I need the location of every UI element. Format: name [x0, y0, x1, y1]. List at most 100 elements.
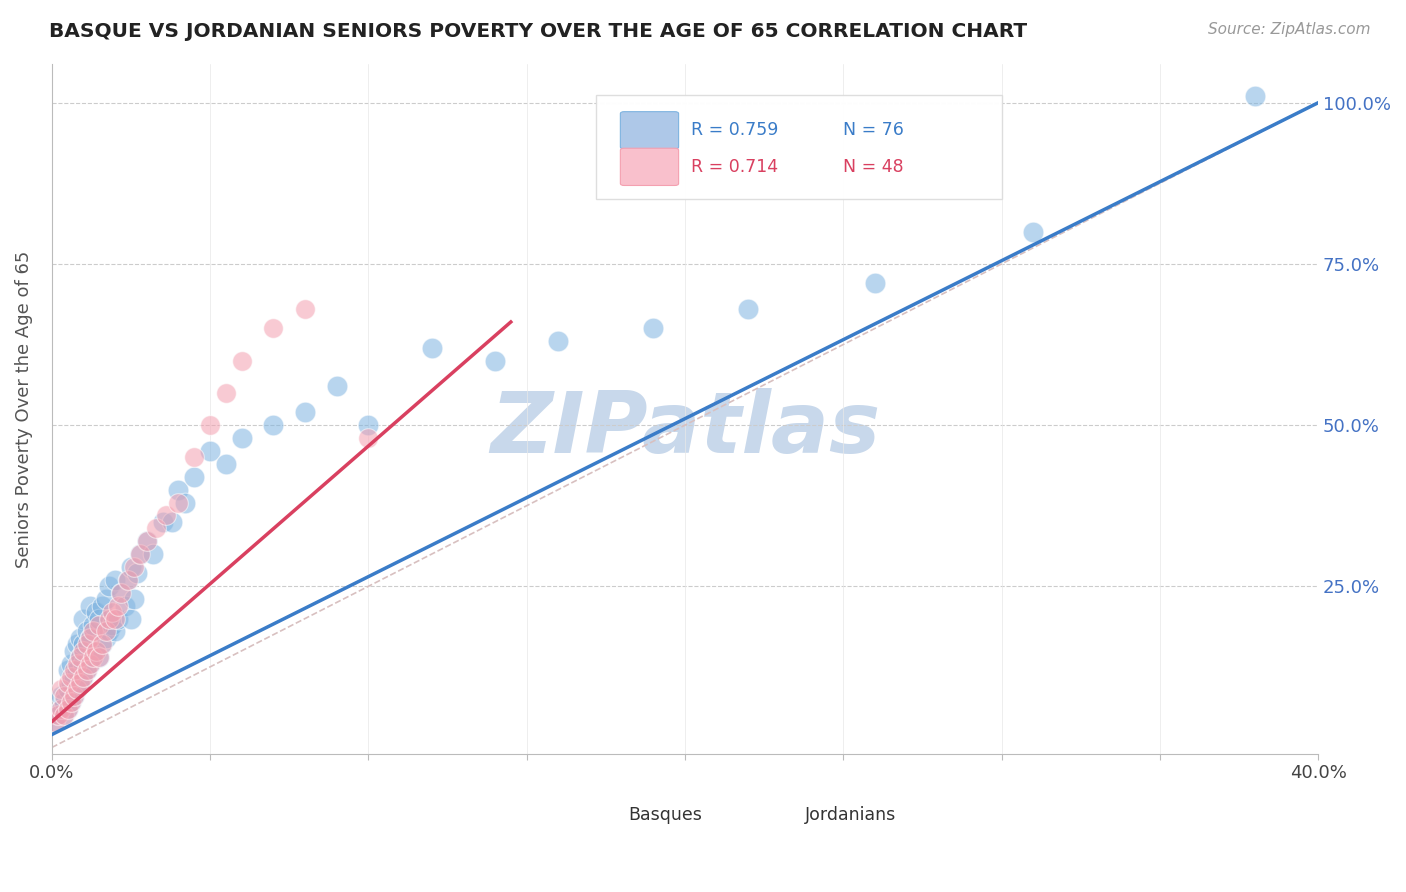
Point: [114, 599, 136, 613]
Point: [51, 689, 73, 703]
Point: [59, 676, 82, 690]
Point: [101, 618, 124, 632]
Point: [198, 444, 221, 458]
Point: [145, 521, 167, 535]
Point: [122, 560, 145, 574]
Point: [94, 592, 117, 607]
Point: [420, 341, 443, 355]
Point: [120, 560, 142, 574]
Point: [89, 618, 111, 632]
Point: [547, 334, 569, 349]
Point: [76, 637, 98, 651]
Point: [97, 611, 120, 625]
Point: [46, 708, 69, 723]
Point: [167, 483, 190, 497]
Point: [97, 624, 120, 639]
Point: [142, 547, 165, 561]
Point: [84, 644, 107, 658]
Point: [152, 515, 174, 529]
Point: [643, 321, 665, 335]
Point: [56, 676, 79, 690]
Point: [72, 644, 94, 658]
Point: [69, 650, 91, 665]
Point: [107, 611, 129, 625]
Text: Source: ZipAtlas.com: Source: ZipAtlas.com: [1208, 22, 1371, 37]
Point: [94, 624, 117, 639]
Point: [357, 431, 380, 445]
Point: [51, 682, 73, 697]
Point: [89, 650, 111, 665]
Point: [76, 663, 98, 677]
Point: [66, 682, 89, 697]
Point: [69, 631, 91, 645]
Point: [63, 663, 86, 677]
Point: [56, 702, 79, 716]
FancyBboxPatch shape: [620, 112, 679, 149]
Point: [53, 708, 76, 723]
Point: [82, 650, 104, 665]
Point: [110, 586, 132, 600]
Point: [1022, 225, 1045, 239]
Point: [56, 702, 79, 716]
Point: [79, 631, 101, 645]
Text: N = 48: N = 48: [844, 158, 904, 176]
Point: [69, 650, 91, 665]
Point: [46, 708, 69, 723]
Point: [127, 566, 149, 581]
Point: [135, 534, 157, 549]
Point: [91, 637, 114, 651]
Point: [325, 379, 347, 393]
Point: [56, 682, 79, 697]
Point: [107, 599, 129, 613]
Point: [231, 431, 253, 445]
Point: [59, 695, 82, 709]
Point: [294, 301, 316, 316]
Point: [59, 695, 82, 709]
Point: [262, 418, 284, 433]
Point: [76, 624, 98, 639]
Point: [155, 508, 177, 523]
Point: [82, 624, 104, 639]
Point: [76, 663, 98, 677]
Point: [183, 469, 205, 483]
Point: [69, 676, 91, 690]
Point: [63, 689, 86, 703]
Point: [63, 670, 86, 684]
Point: [53, 689, 76, 703]
Point: [59, 657, 82, 671]
Point: [79, 631, 101, 645]
Point: [63, 689, 86, 703]
Point: [357, 418, 380, 433]
Point: [72, 670, 94, 684]
Point: [215, 385, 238, 400]
Point: [51, 702, 73, 716]
Point: [104, 611, 127, 625]
Point: [91, 599, 114, 613]
Point: [135, 534, 157, 549]
Point: [104, 573, 127, 587]
Point: [53, 708, 76, 723]
Point: [79, 657, 101, 671]
Point: [79, 657, 101, 671]
Text: Basques: Basques: [628, 805, 702, 823]
Point: [117, 573, 139, 587]
Text: ZIPatlas: ZIPatlas: [489, 388, 880, 471]
Point: [51, 702, 73, 716]
Point: [82, 650, 104, 665]
Point: [66, 663, 89, 677]
Point: [72, 670, 94, 684]
FancyBboxPatch shape: [579, 790, 626, 817]
Point: [198, 418, 221, 433]
Point: [160, 515, 183, 529]
Point: [294, 405, 316, 419]
Text: N = 76: N = 76: [844, 121, 904, 139]
Point: [120, 611, 142, 625]
Point: [167, 495, 190, 509]
Point: [231, 353, 253, 368]
Point: [63, 644, 86, 658]
Point: [117, 573, 139, 587]
Point: [82, 618, 104, 632]
Y-axis label: Seniors Poverty Over the Age of 65: Seniors Poverty Over the Age of 65: [15, 251, 32, 567]
Point: [72, 611, 94, 625]
Point: [110, 586, 132, 600]
